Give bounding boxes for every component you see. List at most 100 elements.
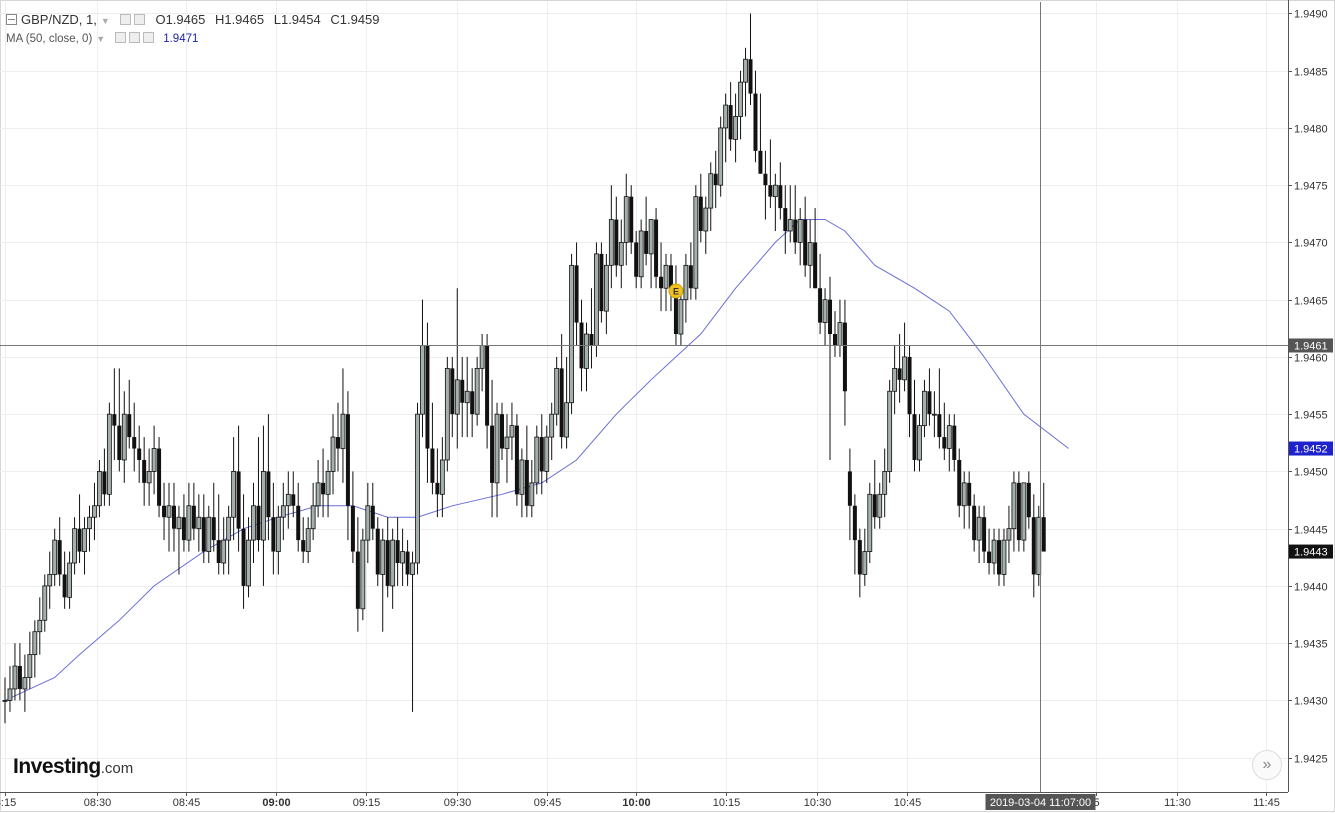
logo-brand: Investing: [13, 755, 101, 778]
candle: [137, 425, 142, 483]
candle: [1026, 471, 1031, 529]
close-icon[interactable]: [143, 32, 155, 44]
chevron-down-icon[interactable]: ▼: [96, 33, 106, 44]
candle-body: [395, 540, 400, 564]
candle: [763, 150, 768, 220]
candle-body: [1006, 528, 1012, 541]
candle-body: [807, 242, 813, 266]
y-tick-label: 1.9455: [1294, 410, 1328, 422]
candle: [828, 276, 833, 460]
candle: [564, 356, 570, 449]
candle: [892, 345, 898, 415]
candle: [887, 379, 893, 483]
candle: [17, 643, 22, 701]
candle-body: [296, 505, 301, 541]
candle-body: [514, 425, 519, 495]
candle-body: [837, 322, 843, 346]
candle-body: [321, 482, 326, 495]
candle: [554, 356, 560, 426]
candle-body: [852, 505, 857, 541]
candle-body: [842, 322, 847, 392]
logo-suffix: .com: [100, 760, 134, 777]
candle-body: [927, 391, 932, 415]
candle: [758, 93, 763, 174]
gear-icon[interactable]: [129, 32, 141, 44]
candle: [803, 196, 808, 277]
candle-body: [425, 345, 430, 449]
candle: [822, 288, 828, 346]
x-axis[interactable]: 8:15 08:30 08:45 09:00 09:15 09:30 09:45 10:00 1…: [0, 792, 1288, 810]
candle-body: [509, 425, 515, 438]
candle: [291, 471, 296, 518]
candle: [807, 219, 813, 289]
crosshair-time-label: 2019-03-04 11:07:00: [990, 797, 1091, 809]
candle: [430, 402, 435, 495]
candle-body: [350, 505, 355, 552]
eye-icon[interactable]: [115, 32, 127, 44]
candle-body: [355, 551, 360, 609]
price-tag-label: 1.9443: [1294, 547, 1328, 559]
y-axis[interactable]: 1.9425 1.9430 1.9435 1.9440 1.9445 1.9450 1.94…: [1288, 0, 1333, 792]
candle-body: [564, 402, 570, 438]
candle: [211, 482, 216, 552]
candle-body: [226, 516, 232, 541]
candle: [703, 196, 709, 254]
candle-body: [266, 471, 271, 518]
candle-body: [12, 665, 18, 690]
candle: [171, 482, 176, 552]
candle-body: [623, 196, 629, 243]
candle-body: [206, 516, 212, 552]
ma-label: MA (50, close, 0): [6, 33, 93, 45]
scroll-right-button[interactable]: »: [1252, 750, 1282, 780]
y-tick-label: 1.9465: [1294, 296, 1328, 308]
candle: [668, 253, 673, 312]
x-tick-label: 08:45: [173, 797, 201, 809]
y-tick-label: 1.9450: [1294, 467, 1328, 479]
candle-body: [902, 356, 907, 381]
candle: [439, 437, 445, 518]
candle: [196, 494, 202, 552]
candle-body: [703, 207, 709, 232]
candle-body: [415, 413, 420, 564]
open-label: O: [155, 12, 166, 27]
candle-body: [57, 540, 62, 575]
candle-body: [1026, 482, 1031, 518]
candle: [415, 402, 420, 575]
candle: [818, 253, 823, 335]
candle: [375, 517, 380, 586]
x-tick-label: 10:45: [894, 797, 922, 809]
event-marker-layer[interactable]: E: [668, 283, 684, 299]
candle: [305, 517, 311, 564]
candle: [813, 208, 818, 289]
candle: [206, 505, 212, 564]
candle-body: [251, 505, 256, 541]
candle: [584, 322, 589, 392]
gear-icon[interactable]: [133, 14, 145, 26]
candle: [733, 93, 738, 163]
candle: [718, 116, 724, 197]
crosshair-price-tag-label: 1.9461: [1294, 340, 1328, 352]
candle: [191, 482, 196, 541]
candle-body: [261, 471, 266, 541]
candle: [961, 471, 967, 529]
y-tick-label: 1.9470: [1294, 238, 1328, 250]
candle: [783, 185, 788, 254]
candle: [902, 322, 907, 392]
candle: [246, 517, 251, 598]
candle-body: [772, 184, 778, 198]
candle: [608, 185, 614, 289]
candle-body: [614, 219, 619, 266]
candle-body: [142, 459, 147, 483]
candle-body: [917, 425, 922, 461]
chevron-down-icon[interactable]: ▼: [100, 15, 110, 26]
candle-body: [171, 505, 176, 529]
collapse-icon[interactable]: [6, 14, 17, 26]
close-label: C: [330, 12, 340, 27]
candle-body: [768, 185, 773, 197]
candle-body: [176, 516, 182, 530]
candle-body: [897, 368, 902, 380]
candle: [425, 322, 430, 483]
candle: [634, 230, 639, 289]
eye-icon[interactable]: [119, 14, 131, 26]
